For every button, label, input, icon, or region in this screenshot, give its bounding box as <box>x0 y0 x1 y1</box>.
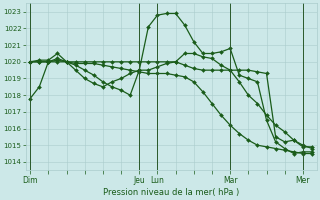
X-axis label: Pression niveau de la mer( hPa ): Pression niveau de la mer( hPa ) <box>103 188 239 197</box>
